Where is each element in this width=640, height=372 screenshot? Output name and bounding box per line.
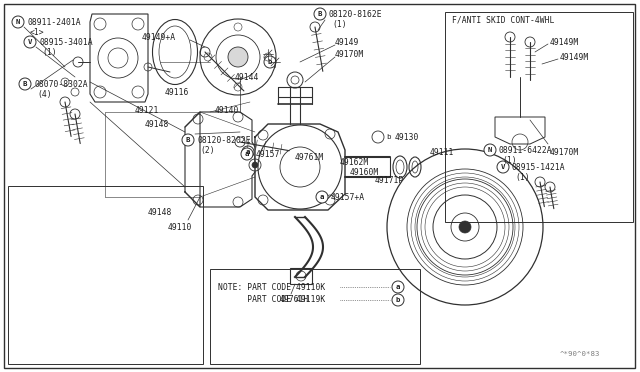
Text: 49140: 49140: [215, 106, 239, 115]
Text: b: b: [268, 59, 272, 65]
Text: 49149: 49149: [335, 38, 360, 46]
Text: 49130: 49130: [395, 132, 419, 141]
Text: 49157+A: 49157+A: [331, 192, 365, 202]
Text: a: a: [244, 151, 249, 157]
Circle shape: [228, 47, 248, 67]
Text: 49761H: 49761H: [280, 295, 309, 305]
Text: N: N: [16, 19, 20, 25]
Bar: [8, 186, 203, 364]
Circle shape: [316, 191, 328, 203]
Text: b: b: [396, 297, 400, 303]
Text: 49111: 49111: [430, 148, 454, 157]
Text: (4): (4): [37, 90, 52, 99]
Circle shape: [12, 16, 24, 28]
Circle shape: [182, 134, 194, 146]
Text: V: V: [28, 39, 32, 45]
Circle shape: [252, 162, 258, 168]
Text: ^*90^0*83: ^*90^0*83: [560, 351, 600, 357]
Text: 49171P: 49171P: [375, 176, 404, 185]
Text: PART CODE 49119K: PART CODE 49119K: [218, 295, 325, 305]
Text: 49116: 49116: [165, 87, 189, 96]
Text: 49149M: 49149M: [550, 38, 579, 46]
Text: 49149+A: 49149+A: [142, 32, 176, 42]
Text: 08915-1421A: 08915-1421A: [512, 163, 566, 171]
Text: N: N: [488, 147, 492, 153]
Circle shape: [392, 281, 404, 293]
Circle shape: [242, 146, 254, 158]
Text: B: B: [23, 81, 28, 87]
Text: (1): (1): [332, 19, 347, 29]
Text: (1): (1): [42, 48, 56, 57]
Text: 49144: 49144: [235, 73, 259, 81]
Text: 49157: 49157: [256, 150, 280, 158]
Text: 49148: 49148: [148, 208, 172, 217]
Text: a: a: [320, 194, 324, 200]
Text: B: B: [317, 11, 323, 17]
Text: 08070-8302A: 08070-8302A: [34, 80, 88, 89]
Bar: [210, 269, 420, 364]
Circle shape: [459, 221, 471, 233]
Text: <1>: <1>: [30, 28, 45, 36]
Circle shape: [392, 294, 404, 306]
Text: 49160M: 49160M: [350, 167, 380, 176]
Text: 49110: 49110: [168, 222, 193, 231]
Text: NOTE: PART CODE 49110K: NOTE: PART CODE 49110K: [218, 282, 325, 292]
Text: 49149M: 49149M: [560, 52, 589, 61]
Text: (1): (1): [515, 173, 530, 182]
Text: a: a: [396, 284, 400, 290]
Text: 49170M: 49170M: [550, 148, 579, 157]
Circle shape: [19, 78, 31, 90]
Circle shape: [484, 144, 496, 156]
Text: F/ANTI SKID CONT-4WHL: F/ANTI SKID CONT-4WHL: [452, 16, 554, 25]
Circle shape: [24, 36, 36, 48]
Circle shape: [264, 56, 276, 68]
Text: 08911-2401A: 08911-2401A: [27, 17, 81, 26]
Text: 08120-8202E: 08120-8202E: [197, 135, 251, 144]
Text: 08915-3401A: 08915-3401A: [39, 38, 93, 46]
Text: a: a: [246, 149, 250, 155]
Text: 49162M: 49162M: [340, 157, 369, 167]
Text: (2): (2): [200, 145, 214, 154]
Circle shape: [241, 148, 253, 160]
Text: 08911-6422A: 08911-6422A: [499, 145, 552, 154]
Circle shape: [314, 8, 326, 20]
Text: 49170M: 49170M: [335, 49, 364, 58]
Text: V: V: [500, 164, 505, 170]
Circle shape: [497, 161, 509, 173]
Text: 49761M: 49761M: [295, 153, 324, 161]
Text: (1): (1): [502, 155, 516, 164]
Text: 08120-8162E: 08120-8162E: [329, 10, 383, 19]
Bar: [445, 12, 633, 222]
Text: b: b: [386, 134, 390, 140]
Text: 49121: 49121: [135, 106, 159, 115]
Text: 49148: 49148: [145, 119, 170, 128]
Bar: [290, 268, 312, 284]
Text: B: B: [186, 137, 190, 143]
